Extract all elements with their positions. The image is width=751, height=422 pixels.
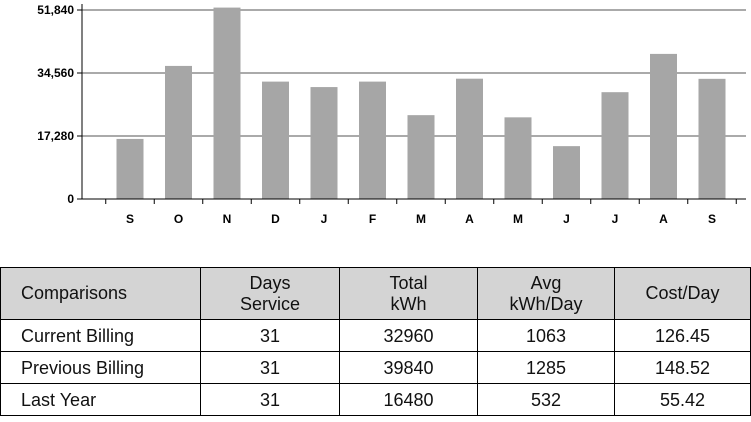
bar <box>407 115 435 199</box>
y-tick-label: 17,280 <box>37 129 74 143</box>
table-row: Previous Billing 31 39840 1285 148.52 <box>0 351 751 384</box>
bars <box>116 7 726 200</box>
y-tick-labels: 0 17,280 34,560 51,840 <box>37 3 74 206</box>
days-service-cell: 31 <box>200 383 340 416</box>
x-tick-label: J <box>563 212 570 226</box>
header-avg-kwh-day: Avg kWh/Day <box>477 267 615 320</box>
row-label: Previous Billing <box>0 351 201 384</box>
bar <box>310 87 338 199</box>
total-kwh-cell: 16480 <box>339 383 478 416</box>
usage-bar-chart: 0 17,280 34,560 51,840 S O N D J F M A M J J A S <box>37 3 746 226</box>
cost-day-cell: 148.52 <box>614 351 751 384</box>
row-label: Last Year <box>0 383 201 416</box>
row-label: Current Billing <box>0 319 201 352</box>
avg-kwh-day-cell: 1285 <box>477 351 615 384</box>
header-cost-day: Cost/Day <box>614 267 751 320</box>
x-tick-label: S <box>708 212 716 226</box>
bar <box>116 138 144 199</box>
x-tick-label: S <box>126 212 134 226</box>
cost-day-cell: 55.42 <box>614 383 751 416</box>
y-tick-label: 34,560 <box>37 66 74 80</box>
header-days-service: Days Service <box>200 267 340 320</box>
y-tick-label: 0 <box>67 192 74 206</box>
bar <box>262 81 289 199</box>
x-tick-label: N <box>223 212 232 226</box>
bar <box>213 7 241 199</box>
total-kwh-cell: 32960 <box>339 319 478 352</box>
x-tick-label: J <box>321 212 328 226</box>
bar <box>504 117 532 199</box>
x-tick-label: D <box>271 212 280 226</box>
bar <box>165 65 192 199</box>
avg-kwh-day-cell: 532 <box>477 383 615 416</box>
bar <box>553 146 580 199</box>
x-tick-label: J <box>612 212 619 226</box>
x-tick-label: A <box>465 212 474 226</box>
table-row: Current Billing 31 32960 1063 126.45 <box>0 319 751 352</box>
bar <box>359 81 386 199</box>
x-tick-label: F <box>369 212 376 226</box>
y-tick-label: 51,840 <box>37 3 74 17</box>
x-tick-label: O <box>174 212 183 226</box>
x-tick-label: M <box>513 212 523 226</box>
billing-comparison-table: Comparisons Days Service Total kWh Avg kWh/… <box>0 267 751 416</box>
avg-kwh-day-cell: 1063 <box>477 319 615 352</box>
days-service-cell: 31 <box>200 319 340 352</box>
total-kwh-cell: 39840 <box>339 351 478 384</box>
x-tick-label: M <box>416 212 426 226</box>
table-row: Last Year 31 16480 532 55.42 <box>0 383 751 416</box>
axes <box>77 4 746 204</box>
bar <box>698 78 726 199</box>
bar <box>601 92 629 199</box>
x-tick-label: A <box>659 212 668 226</box>
bar <box>650 53 677 200</box>
table-header-row: Comparisons Days Service Total kWh Avg kWh/… <box>0 267 751 320</box>
header-total-kwh: Total kWh <box>339 267 478 320</box>
days-service-cell: 31 <box>200 351 340 384</box>
cost-day-cell: 126.45 <box>614 319 751 352</box>
bar <box>456 78 483 199</box>
header-comparisons: Comparisons <box>0 267 201 320</box>
